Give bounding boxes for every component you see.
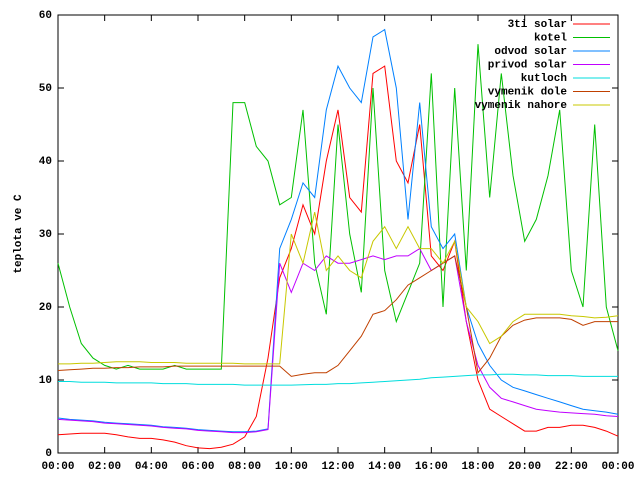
series-line	[57, 28, 619, 433]
legend-label: kotel	[534, 32, 567, 44]
y-tick-label: 30	[39, 229, 52, 241]
series-line	[57, 255, 618, 377]
series-line	[57, 65, 619, 450]
x-tick-label: 06:00	[181, 461, 214, 473]
x-tick-label: 04:00	[135, 461, 168, 473]
x-tick-label: 10:00	[275, 461, 308, 473]
x-tick-label: 00:00	[601, 461, 634, 473]
series-line	[57, 247, 619, 434]
x-tick-label: 22:00	[555, 461, 588, 473]
legend-label: odvod solar	[494, 46, 567, 58]
legend-label: vymenik nahore	[475, 100, 568, 112]
x-tick-label: 08:00	[228, 461, 261, 473]
series-line	[57, 44, 619, 370]
x-tick-label: 00:00	[41, 461, 74, 473]
y-tick-label: 60	[39, 10, 52, 22]
x-tick-label: 16:00	[415, 461, 448, 473]
legend-label: kutloch	[521, 73, 567, 85]
x-tick-label: 18:00	[461, 461, 494, 473]
x-tick-label: 12:00	[321, 461, 354, 473]
x-tick-label: 02:00	[88, 461, 121, 473]
x-tick-label: 14:00	[368, 461, 401, 473]
y-tick-label: 40	[39, 156, 52, 168]
series-line	[58, 211, 619, 365]
legend-label: vymenik dole	[488, 86, 568, 98]
legend-label: 3ti solar	[508, 19, 567, 31]
y-tick-label: 20	[39, 302, 52, 314]
series-line	[58, 373, 618, 386]
legend-label: privod solar	[488, 59, 567, 71]
x-tick-label: 20:00	[508, 461, 541, 473]
y-axis-label: teplota ve C	[13, 194, 25, 274]
y-tick-label: 50	[39, 83, 52, 95]
y-tick-label: 0	[45, 448, 52, 460]
y-tick-label: 10	[39, 375, 52, 387]
